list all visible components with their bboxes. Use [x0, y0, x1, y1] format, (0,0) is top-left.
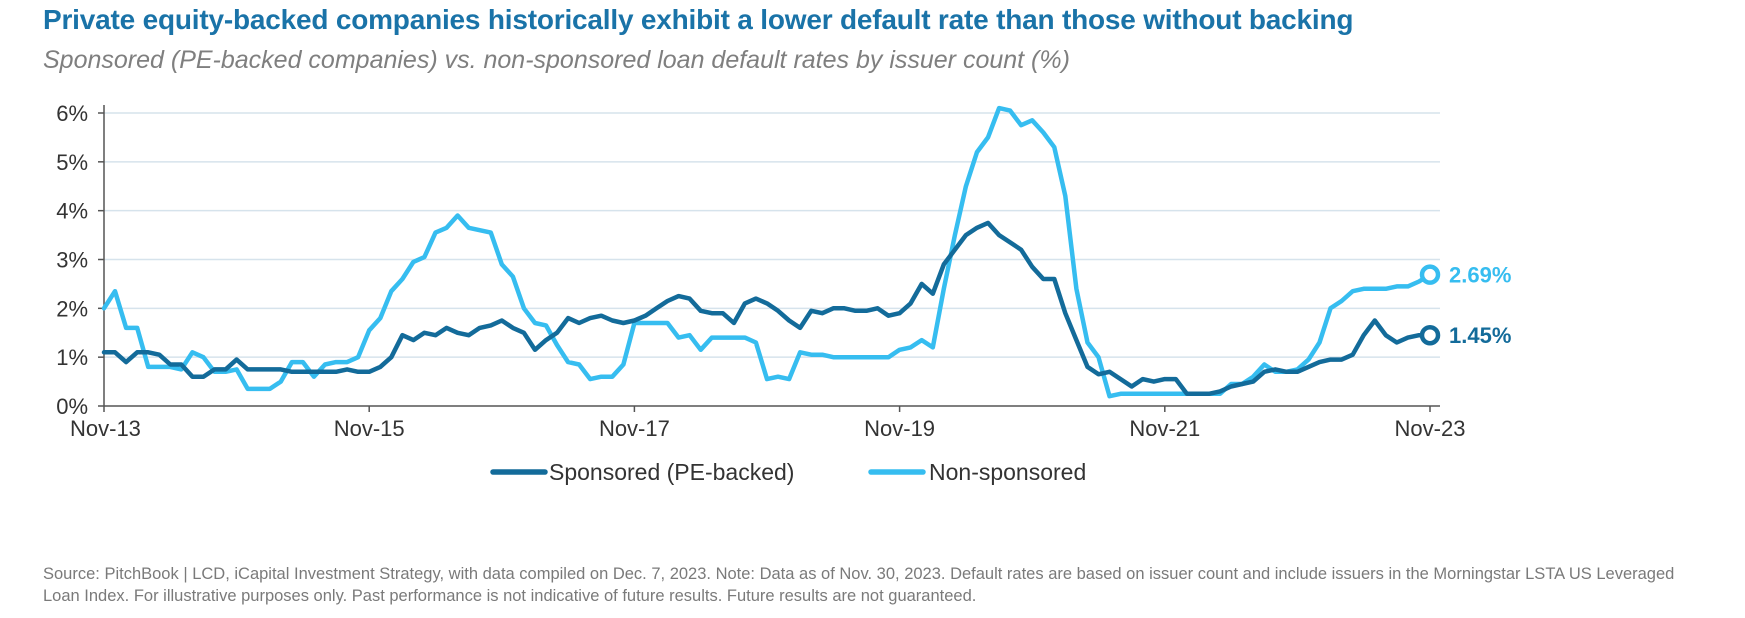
- gridlines: [104, 112, 1440, 358]
- x-tick-label: Nov-15: [334, 416, 405, 441]
- x-tick-label: Nov-13: [70, 416, 141, 441]
- legend-label: Sponsored (PE-backed): [549, 459, 794, 485]
- line-chart: 0%1%2%3%4%5%6% Nov-13 Nov-15 Nov-17 Nov-19 N…: [56, 101, 1511, 485]
- chart-title: Private equity-backed companies historic…: [43, 4, 1354, 35]
- legend-label: Non-sponsored: [929, 459, 1086, 485]
- y-axis-ticks: 0% 1% 2% 3% 4% 5% 6%: [56, 101, 104, 419]
- end-value-label: 1.45%: [1449, 323, 1511, 348]
- legend: Sponsored (PE-backed) Non-sponsored: [490, 459, 1086, 485]
- y-tick-label: 1%: [56, 345, 88, 370]
- x-axis-ticks: Nov-13 Nov-15 Nov-17 Nov-19 Nov-21 Nov-23: [70, 406, 1465, 441]
- end-markers: 1.45% 2.69%: [1419, 263, 1511, 348]
- series-line-non-sponsored: [101, 105, 1433, 399]
- y-tick-label: 3%: [56, 248, 88, 273]
- series-lines: [101, 105, 1433, 399]
- y-tick-label: 5%: [56, 150, 88, 175]
- chart-subtitle: Sponsored (PE-backed companies) vs. non-…: [43, 46, 1070, 74]
- series-line-sponsored: [101, 220, 1433, 397]
- x-tick-label: Nov-17: [599, 416, 670, 441]
- x-tick-label: Nov-21: [1129, 416, 1200, 441]
- x-tick-label: Nov-19: [864, 416, 935, 441]
- y-tick-label: 2%: [56, 296, 88, 321]
- source-footnote: Source: PitchBook | LCD, iCapital Invest…: [43, 565, 1675, 605]
- y-tick-label: 4%: [56, 199, 88, 224]
- y-tick-label: 0%: [56, 394, 88, 419]
- x-tick-label: Nov-23: [1395, 416, 1466, 441]
- y-tick-label: 6%: [56, 101, 88, 126]
- end-point-marker: [1419, 324, 1441, 346]
- end-value-label: 2.69%: [1449, 263, 1511, 288]
- end-point-marker: [1419, 264, 1441, 285]
- axes: [103, 105, 1440, 407]
